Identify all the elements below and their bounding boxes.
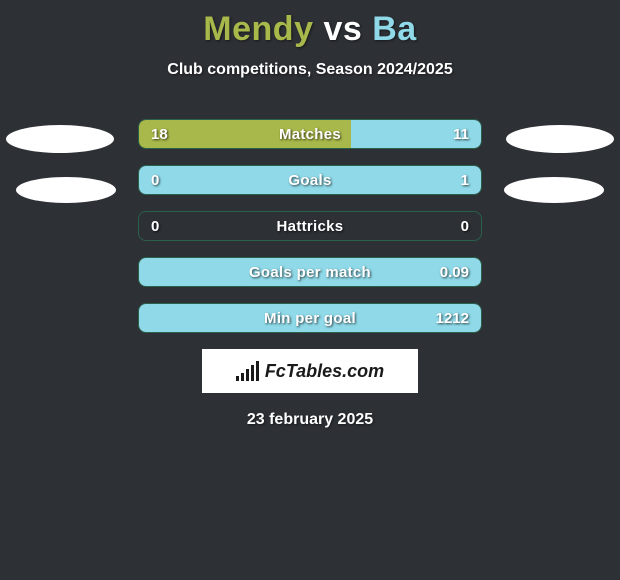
row-label: Matches bbox=[139, 120, 481, 148]
subtitle: Club competitions, Season 2024/2025 bbox=[0, 61, 620, 79]
comparison-rows: 1811Matches 01Goals 00Hattricks 0.09Goals p… bbox=[138, 119, 482, 333]
comparison-chart: 1811Matches 01Goals 00Hattricks 0.09Goals p… bbox=[0, 119, 620, 333]
logo-text: FcTables.com bbox=[265, 361, 384, 382]
player2-club-icon bbox=[504, 177, 604, 203]
row-label: Goals per match bbox=[139, 258, 481, 286]
comparison-row: 00Hattricks bbox=[138, 211, 482, 241]
vs-text: vs bbox=[323, 10, 362, 48]
player1-club-icon bbox=[16, 177, 116, 203]
comparison-row: 01Goals bbox=[138, 165, 482, 195]
comparison-row: 1212Min per goal bbox=[138, 303, 482, 333]
fctables-logo: FcTables.com bbox=[202, 349, 418, 393]
player2-name: Ba bbox=[372, 10, 416, 48]
player1-avatar-icon bbox=[6, 125, 114, 153]
row-label: Hattricks bbox=[139, 212, 481, 240]
player2-avatar-icon bbox=[506, 125, 614, 153]
bars-icon bbox=[236, 361, 259, 381]
date-text: 23 february 2025 bbox=[0, 411, 620, 429]
page-title: Mendy vs Ba bbox=[0, 0, 620, 49]
player1-name: Mendy bbox=[203, 10, 313, 48]
comparison-row: 0.09Goals per match bbox=[138, 257, 482, 287]
row-label: Goals bbox=[139, 166, 481, 194]
row-label: Min per goal bbox=[139, 304, 481, 332]
comparison-row: 1811Matches bbox=[138, 119, 482, 149]
